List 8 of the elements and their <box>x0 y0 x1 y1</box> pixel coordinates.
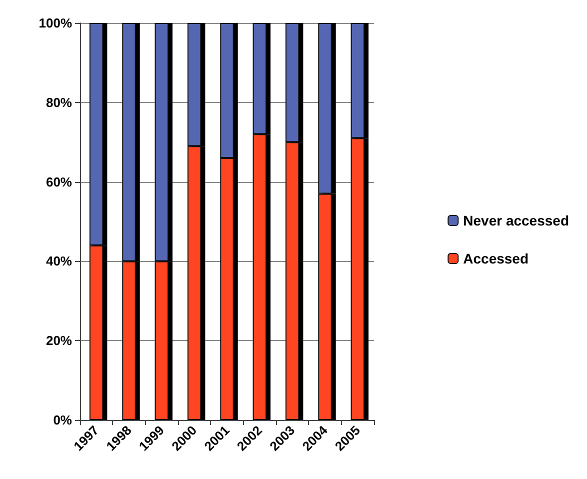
y-tick-label: 40% <box>46 254 72 269</box>
legend-label: Accessed <box>463 250 529 266</box>
y-tick-label: 60% <box>46 174 72 190</box>
y-tick-label: 0% <box>53 412 72 428</box>
y-tick-label: 80% <box>46 94 72 110</box>
y-tick-label: 20% <box>46 333 72 348</box>
legend-label: Never accessed <box>463 212 570 228</box>
y-tick-label: 100% <box>38 16 72 30</box>
